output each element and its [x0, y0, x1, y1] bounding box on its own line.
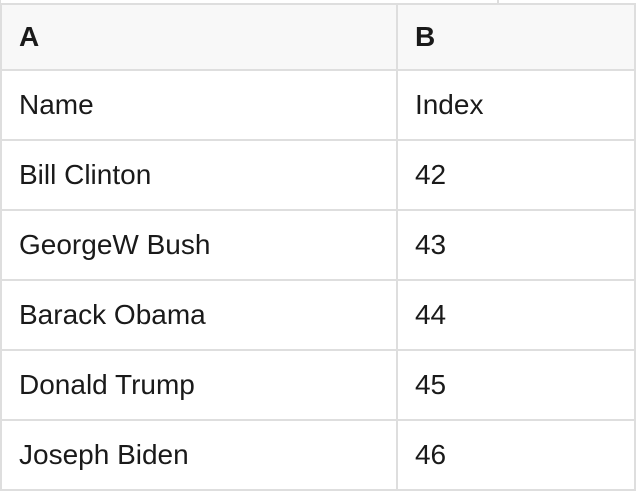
cell-b5[interactable]: 45 [395, 349, 636, 421]
cell-a3[interactable]: GeorgeW Bush [0, 209, 398, 281]
table-row: Name Index [0, 69, 636, 141]
column-header-b[interactable]: B [395, 3, 636, 71]
cell-a5[interactable]: Donald Trump [0, 349, 398, 421]
cell-a4[interactable]: Barack Obama [0, 279, 398, 351]
column-header-row: A B [0, 3, 636, 71]
spreadsheet: A B Name Index Bill Clinton 42 GeorgeW B… [0, 3, 636, 491]
cell-b1-index[interactable]: Index [395, 69, 636, 141]
grid-line-stub-left [0, 0, 1, 3]
cell-a6[interactable]: Joseph Biden [0, 419, 398, 491]
cell-a2[interactable]: Bill Clinton [0, 139, 398, 211]
table-row: Barack Obama 44 [0, 279, 636, 351]
table-row: Bill Clinton 42 [0, 139, 636, 211]
table-row: GeorgeW Bush 43 [0, 209, 636, 281]
cell-b2[interactable]: 42 [395, 139, 636, 211]
cell-b4[interactable]: 44 [395, 279, 636, 351]
column-header-a[interactable]: A [0, 3, 398, 71]
cell-b6[interactable]: 46 [395, 419, 636, 491]
table-row: Joseph Biden 46 [0, 419, 636, 491]
table-row: Donald Trump 45 [0, 349, 636, 421]
cell-a1-name[interactable]: Name [0, 69, 398, 141]
cell-b3[interactable]: 43 [395, 209, 636, 281]
spreadsheet-table: A B Name Index Bill Clinton 42 GeorgeW B… [0, 3, 636, 491]
grid-line-stub [497, 0, 499, 3]
